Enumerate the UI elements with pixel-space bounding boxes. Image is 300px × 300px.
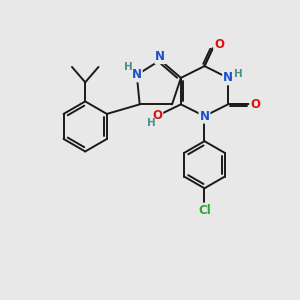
Text: N: N xyxy=(155,50,165,63)
Text: O: O xyxy=(250,98,260,111)
Text: H: H xyxy=(146,118,155,128)
Text: Cl: Cl xyxy=(198,204,211,217)
Text: H: H xyxy=(124,62,132,72)
Text: H: H xyxy=(234,69,243,79)
Text: O: O xyxy=(214,38,224,51)
Text: N: N xyxy=(223,71,233,84)
Text: N: N xyxy=(132,68,142,81)
Text: O: O xyxy=(152,109,162,122)
Text: N: N xyxy=(200,110,209,123)
